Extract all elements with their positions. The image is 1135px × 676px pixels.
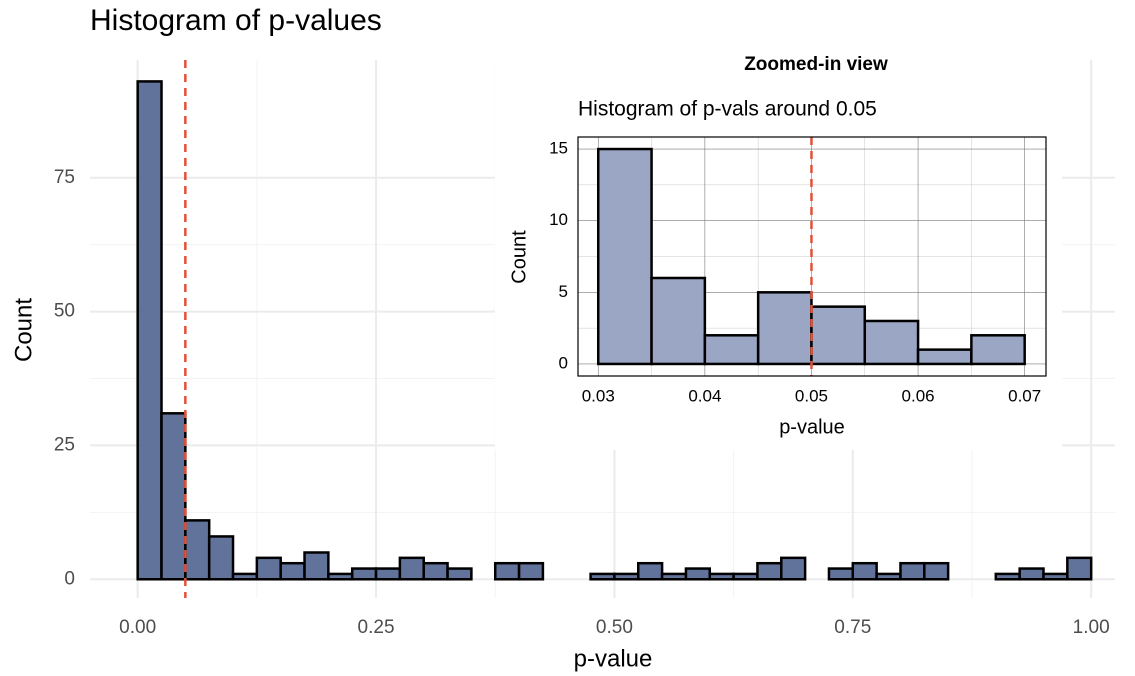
bar <box>1066 556 1093 581</box>
inset-subtitle: Histogram of p-vals around 0.05 <box>578 98 877 121</box>
bar <box>660 572 688 581</box>
bar <box>350 567 378 581</box>
y-tick-label: 50 <box>54 301 75 322</box>
bar <box>398 556 425 581</box>
bar <box>303 551 330 581</box>
bar <box>875 572 902 581</box>
y-tick-label: 25 <box>54 434 75 455</box>
bar <box>184 519 211 581</box>
bar <box>589 572 616 581</box>
bar <box>279 561 306 581</box>
x-tick-label: 0.07 <box>1008 386 1041 405</box>
bar <box>863 319 920 366</box>
bar <box>916 348 973 366</box>
inset-y-axis-title: Count <box>508 230 530 284</box>
bar <box>684 567 712 581</box>
bar <box>1018 567 1045 581</box>
inset-title: Zoomed-in view <box>744 54 888 75</box>
bar <box>207 535 235 581</box>
y-tick-label: 0 <box>559 353 568 372</box>
chart-title: Histogram of p-values <box>90 4 382 37</box>
y-tick-label: 5 <box>559 282 568 301</box>
y-tick-label: 0 <box>64 568 75 589</box>
x-tick-label: 0.25 <box>358 617 395 638</box>
y-tick-label: 15 <box>549 139 568 158</box>
bar <box>231 572 259 581</box>
bar <box>810 305 867 366</box>
inset-background <box>495 48 1062 450</box>
bar <box>613 572 640 581</box>
bar <box>255 556 282 581</box>
x-tick-label: 0.04 <box>688 386 721 405</box>
bar <box>756 291 813 366</box>
x-tick-label: 0.06 <box>902 386 935 405</box>
bar <box>851 561 878 581</box>
bar <box>650 276 707 366</box>
x-axis-title: p-value <box>574 645 653 672</box>
bar <box>327 572 354 581</box>
bar <box>756 561 783 581</box>
bar <box>493 561 521 581</box>
bar <box>374 567 402 581</box>
inset-plot: 0.03 0.04 0.05 0.06 0.07 0 5 10 15 <box>549 136 1047 405</box>
x-tick-label: 0.00 <box>119 617 156 638</box>
bar <box>597 147 653 366</box>
bar <box>970 334 1026 366</box>
y-axis-title: Count <box>10 298 37 362</box>
y-tick-label: 75 <box>54 167 75 188</box>
bar <box>422 561 449 581</box>
x-tick-label: 0.75 <box>834 617 871 638</box>
bar <box>637 561 664 581</box>
x-tick-label: 0.05 <box>795 386 828 405</box>
bar <box>780 556 807 581</box>
bar <box>1042 572 1069 581</box>
bar <box>160 412 187 581</box>
bar <box>703 334 760 366</box>
y-tick-label: 10 <box>549 210 568 229</box>
bar <box>732 572 759 581</box>
x-tick-label: 0.03 <box>582 386 615 405</box>
x-tick-label: 1.00 <box>1073 617 1110 638</box>
bar <box>923 561 950 581</box>
inset-x-axis-title: p-value <box>779 416 845 438</box>
x-tick-label: 0.50 <box>596 617 633 638</box>
panel-border <box>577 136 1047 377</box>
bar <box>446 567 473 581</box>
bar <box>708 572 735 581</box>
bar <box>136 80 163 581</box>
bar <box>899 561 926 581</box>
bar <box>517 561 545 581</box>
bar <box>994 572 1021 581</box>
bar <box>827 567 855 581</box>
